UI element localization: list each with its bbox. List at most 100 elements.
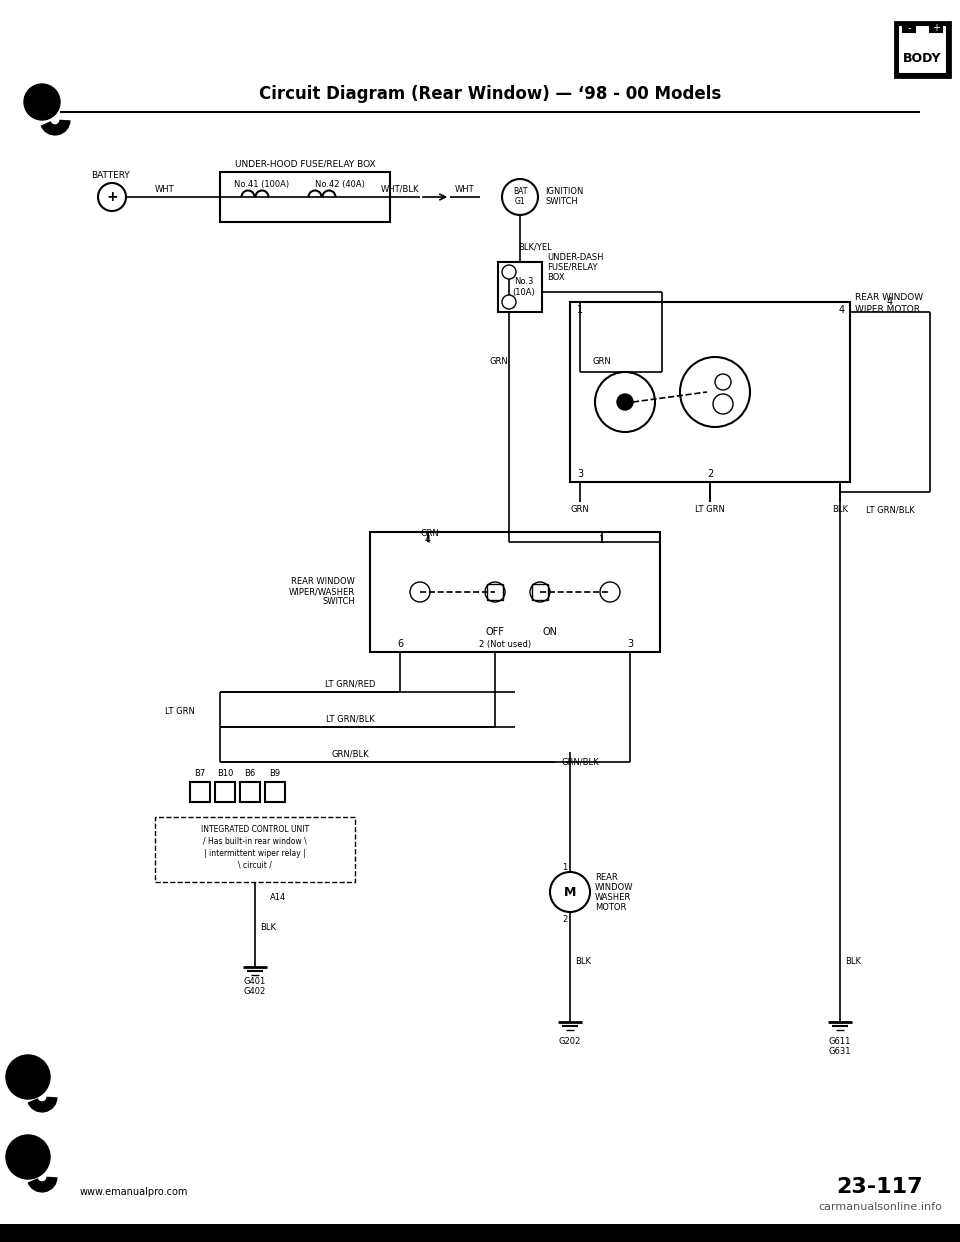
Text: G631: G631 bbox=[828, 1047, 852, 1057]
Text: 3: 3 bbox=[577, 469, 583, 479]
Text: 1: 1 bbox=[577, 306, 583, 315]
Text: WHT/BLK: WHT/BLK bbox=[381, 185, 420, 194]
Circle shape bbox=[680, 356, 750, 427]
Circle shape bbox=[98, 183, 126, 211]
Text: REAR: REAR bbox=[595, 872, 617, 882]
Bar bbox=[895, 22, 950, 77]
Text: 2: 2 bbox=[563, 915, 567, 924]
Text: INTEGRATED CONTROL UNIT: INTEGRATED CONTROL UNIT bbox=[201, 825, 309, 833]
Text: BLK: BLK bbox=[832, 505, 848, 514]
Bar bbox=[903, 24, 915, 32]
Text: GRN: GRN bbox=[420, 529, 440, 539]
Text: GRN: GRN bbox=[490, 358, 509, 366]
Text: UNDER-HOOD FUSE/RELAY BOX: UNDER-HOOD FUSE/RELAY BOX bbox=[234, 159, 375, 169]
Text: 4: 4 bbox=[839, 306, 845, 315]
Text: BATTERY: BATTERY bbox=[90, 170, 130, 180]
Text: WHT: WHT bbox=[455, 185, 475, 194]
Bar bbox=[215, 782, 235, 802]
Text: LT GRN: LT GRN bbox=[165, 708, 195, 717]
Text: BODY: BODY bbox=[902, 52, 941, 66]
Text: | intermittent wiper relay |: | intermittent wiper relay | bbox=[204, 848, 306, 857]
Text: IGNITION: IGNITION bbox=[545, 188, 584, 196]
Text: G611: G611 bbox=[828, 1037, 852, 1047]
Text: 4: 4 bbox=[425, 535, 431, 545]
Text: carmanualsonline.info: carmanualsonline.info bbox=[818, 1202, 942, 1212]
Text: BAT: BAT bbox=[513, 188, 527, 196]
Text: FUSE/RELAY: FUSE/RELAY bbox=[547, 262, 597, 272]
Circle shape bbox=[715, 374, 731, 390]
Text: B9: B9 bbox=[270, 770, 280, 779]
Text: G202: G202 bbox=[559, 1037, 581, 1047]
Bar bbox=[190, 782, 210, 802]
Text: B10: B10 bbox=[217, 770, 233, 779]
Text: 1: 1 bbox=[563, 862, 567, 872]
Text: B6: B6 bbox=[245, 770, 255, 779]
Text: 4: 4 bbox=[887, 297, 893, 307]
Text: UNDER-DASH: UNDER-DASH bbox=[547, 252, 604, 262]
Text: 3: 3 bbox=[627, 638, 633, 650]
Circle shape bbox=[502, 179, 538, 215]
Circle shape bbox=[6, 1054, 50, 1099]
Bar bbox=[532, 584, 548, 600]
Circle shape bbox=[410, 582, 430, 602]
Text: GRN/BLK: GRN/BLK bbox=[331, 749, 369, 759]
Text: 1: 1 bbox=[599, 535, 605, 545]
Text: BLK: BLK bbox=[260, 923, 276, 932]
Bar bbox=[155, 817, 355, 882]
Circle shape bbox=[502, 265, 516, 279]
Text: SWITCH: SWITCH bbox=[323, 597, 355, 606]
Text: GRN: GRN bbox=[592, 358, 612, 366]
Text: GRN: GRN bbox=[570, 505, 589, 514]
Text: WASHER: WASHER bbox=[595, 893, 632, 902]
Circle shape bbox=[24, 84, 60, 120]
Circle shape bbox=[6, 1135, 50, 1179]
Circle shape bbox=[595, 373, 655, 432]
Bar bbox=[498, 262, 542, 312]
Text: No.41 (100A): No.41 (100A) bbox=[234, 180, 290, 189]
Bar bbox=[930, 24, 942, 32]
Bar bbox=[240, 782, 260, 802]
Text: OFF: OFF bbox=[486, 627, 504, 637]
Bar bbox=[265, 782, 285, 802]
Text: 2: 2 bbox=[707, 469, 713, 479]
Text: A14: A14 bbox=[270, 893, 286, 902]
Text: LT GRN: LT GRN bbox=[695, 505, 725, 514]
Text: GRN/BLK: GRN/BLK bbox=[562, 758, 599, 766]
Text: WIPER/WASHER: WIPER/WASHER bbox=[289, 587, 355, 596]
Text: / Has built-in rear window \: / Has built-in rear window \ bbox=[204, 837, 307, 846]
Bar bbox=[0, 1225, 960, 1242]
Circle shape bbox=[550, 872, 590, 912]
Text: No.3: No.3 bbox=[515, 277, 534, 287]
Text: REAR WINDOW: REAR WINDOW bbox=[855, 293, 924, 302]
Circle shape bbox=[617, 394, 633, 410]
Text: BOX: BOX bbox=[547, 272, 564, 282]
Text: -: - bbox=[907, 24, 911, 34]
Text: WIPER MOTOR: WIPER MOTOR bbox=[855, 304, 920, 313]
Circle shape bbox=[600, 582, 620, 602]
Text: G401: G401 bbox=[244, 977, 266, 986]
Circle shape bbox=[485, 582, 505, 602]
Text: 6: 6 bbox=[396, 638, 403, 650]
Bar bbox=[898, 25, 947, 75]
Text: WINDOW: WINDOW bbox=[595, 883, 634, 892]
Text: G1: G1 bbox=[515, 197, 525, 206]
Text: www.emanualpro.com: www.emanualpro.com bbox=[80, 1187, 188, 1197]
Circle shape bbox=[530, 582, 550, 602]
Text: B7: B7 bbox=[194, 770, 205, 779]
Text: \ circuit /: \ circuit / bbox=[238, 861, 272, 869]
Text: 23-117: 23-117 bbox=[837, 1177, 924, 1197]
Bar bbox=[370, 532, 660, 652]
Text: BLK/YEL: BLK/YEL bbox=[518, 242, 552, 251]
Text: REAR WINDOW: REAR WINDOW bbox=[291, 578, 355, 586]
Bar bbox=[487, 584, 503, 600]
Text: SWITCH: SWITCH bbox=[545, 197, 578, 206]
Text: (10A): (10A) bbox=[513, 287, 536, 297]
Text: 2 (Not used): 2 (Not used) bbox=[479, 640, 531, 648]
Text: Circuit Diagram (Rear Window) — ‘98 - 00 Models: Circuit Diagram (Rear Window) — ‘98 - 00… bbox=[259, 84, 721, 103]
Text: +: + bbox=[932, 24, 940, 34]
Text: BLK: BLK bbox=[575, 958, 591, 966]
Text: M: M bbox=[564, 886, 576, 898]
Text: LT GRN/RED: LT GRN/RED bbox=[324, 679, 375, 688]
Bar bbox=[220, 171, 390, 222]
Text: BLK: BLK bbox=[845, 958, 861, 966]
